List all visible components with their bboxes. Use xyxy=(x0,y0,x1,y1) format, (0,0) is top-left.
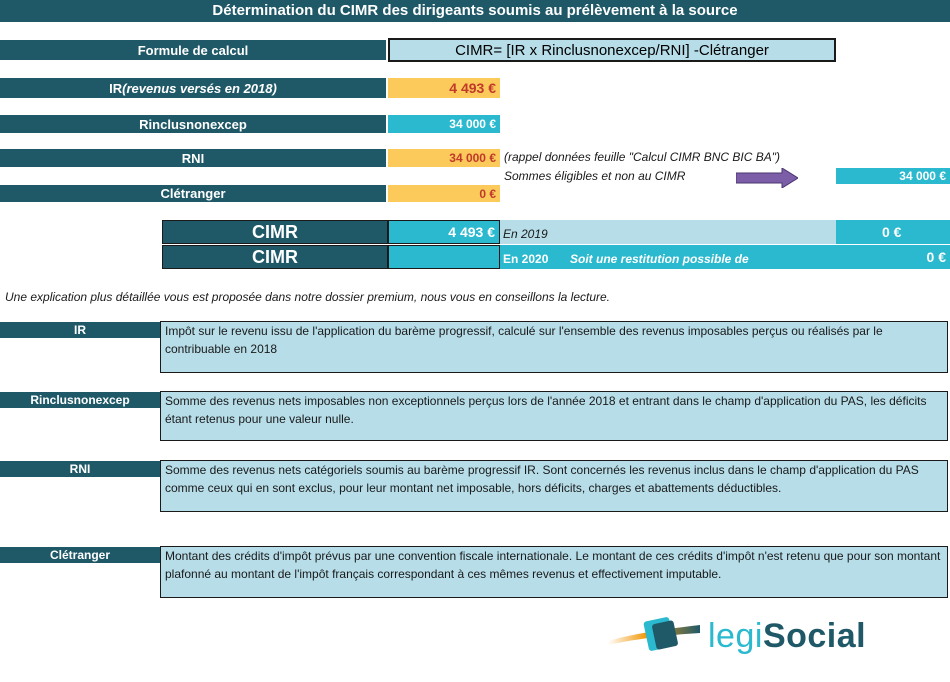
def-text-ir: Impôt sur le revenu issu de l'applicatio… xyxy=(160,321,948,373)
rinclus-label: Rinclusnonexcep xyxy=(0,115,386,133)
def-text-cletranger: Montant des crédits d'impôt prévus par u… xyxy=(160,546,948,598)
def-term-ir: IR xyxy=(0,322,160,338)
cimr-2019-label: CIMR xyxy=(162,220,388,244)
cimr-2019-value: 4 493 € xyxy=(388,220,500,244)
cimr-2019-band xyxy=(500,220,836,244)
def-text-rinclus: Somme des revenus nets imposables non ex… xyxy=(160,391,948,441)
rni-value[interactable]: 34 000 € xyxy=(388,149,500,167)
cimr-2020-value xyxy=(388,245,500,269)
ir-value[interactable]: 4 493 € xyxy=(388,78,500,98)
cimr-2020-label: CIMR xyxy=(162,245,388,269)
def-text-rni: Somme des revenus nets catégoriels soumi… xyxy=(160,460,948,512)
page-title: Détermination du CIMR des dirigeants sou… xyxy=(0,0,950,22)
formula-value: CIMR= [IR x Rinclusnonexcep/RNI] -Clétra… xyxy=(388,38,836,62)
cletranger-label: Clétranger xyxy=(0,185,386,202)
rni-note: (rappel données feuille "Calcul CIMR BNC… xyxy=(504,150,780,164)
arrow-right-icon xyxy=(736,168,798,188)
formula-label: Formule de calcul xyxy=(0,40,386,60)
def-term-rinclus: Rinclusnonexcep xyxy=(0,392,160,408)
legisocial-logo[interactable]: legiSocial xyxy=(606,612,938,660)
ir-label-italic: (revenus versés en 2018) xyxy=(122,80,277,96)
cletranger-value[interactable]: 0 € xyxy=(388,185,500,202)
rinclus-value[interactable]: 34 000 € xyxy=(388,115,500,133)
rni-label: RNI xyxy=(0,149,386,167)
logo-text: legiSocial xyxy=(708,617,866,656)
cimr-2019-year: En 2019 xyxy=(503,227,548,241)
logo-text-part1: legi xyxy=(708,616,763,655)
explanation-text: Une explication plus détaillée vous est … xyxy=(5,290,611,304)
cimr-2020-result: 0 € xyxy=(926,249,946,265)
ir-label: IR (revenus versés en 2018) xyxy=(0,78,386,98)
ir-label-main: IR xyxy=(109,80,123,96)
logo-swoosh-icon xyxy=(608,617,700,651)
def-term-cletranger: Clétranger xyxy=(0,547,160,563)
cimr-2019-result: 0 € xyxy=(836,220,950,244)
cimr-2020-band xyxy=(500,245,950,269)
restitution-label: Soit une restitution possible de xyxy=(570,252,749,266)
logo-text-part2: Social xyxy=(762,616,867,655)
eligible-value: 34 000 € xyxy=(836,168,950,184)
cimr-2020-year: En 2020 xyxy=(503,252,549,266)
def-term-rni: RNI xyxy=(0,461,160,477)
eligible-note: Sommes éligibles et non au CIMR xyxy=(504,169,686,183)
